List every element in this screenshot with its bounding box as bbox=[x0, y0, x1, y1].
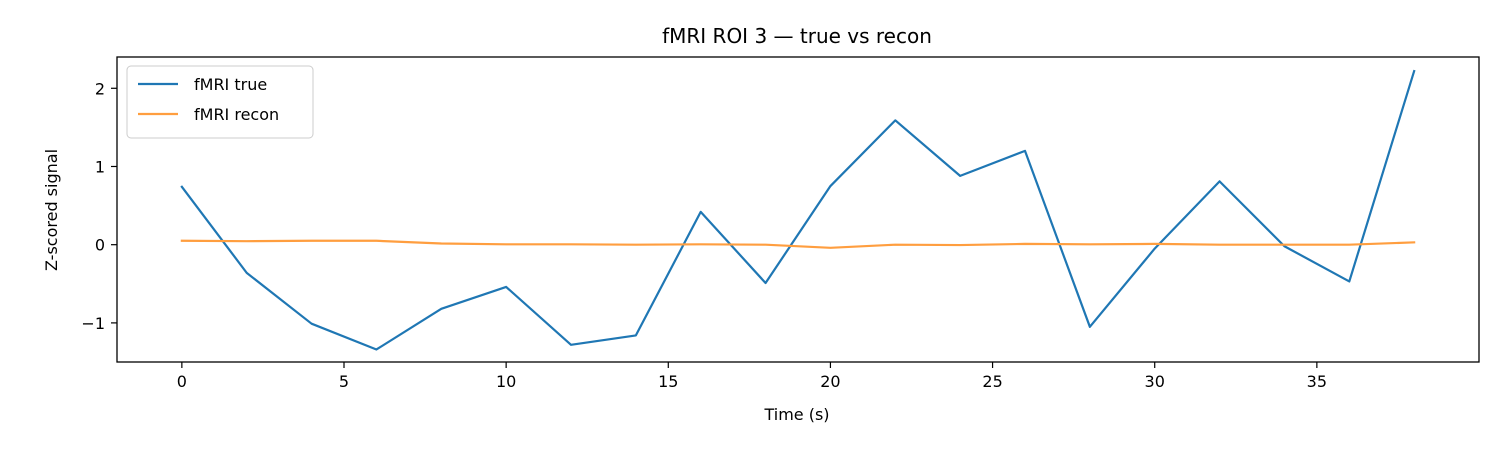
y-tick-label: −1 bbox=[81, 314, 105, 333]
x-tick-label: 5 bbox=[339, 372, 349, 391]
x-tick-label: 35 bbox=[1307, 372, 1327, 391]
x-axis-title: Time (s) bbox=[763, 405, 829, 424]
y-tick-label: 1 bbox=[95, 157, 105, 176]
y-tick-label: 0 bbox=[95, 236, 105, 255]
y-axis-title: Z-scored signal bbox=[42, 149, 61, 271]
x-tick-label: 0 bbox=[177, 372, 187, 391]
legend: fMRI true fMRI recon bbox=[126, 65, 314, 139]
x-tick-label: 15 bbox=[658, 372, 678, 391]
plot-area bbox=[180, 69, 1416, 351]
plot-frame bbox=[116, 56, 1480, 363]
legend-label-0: fMRI true bbox=[194, 75, 267, 94]
y-tick-label: 2 bbox=[95, 79, 105, 98]
x-tick-label: 20 bbox=[820, 372, 840, 391]
x-axis: 0 5 10 15 20 25 30 35 bbox=[177, 362, 1327, 391]
series-line-1 bbox=[180, 239, 1416, 249]
x-tick-label: 30 bbox=[1145, 372, 1165, 391]
x-tick-label: 10 bbox=[496, 372, 516, 391]
x-tick-label: 25 bbox=[982, 372, 1002, 391]
chart-title: fMRI ROI 3 — true vs recon bbox=[662, 24, 932, 48]
y-axis: −1 0 1 2 bbox=[81, 79, 117, 333]
series-line-0 bbox=[180, 69, 1416, 351]
legend-label-1: fMRI recon bbox=[194, 105, 279, 124]
